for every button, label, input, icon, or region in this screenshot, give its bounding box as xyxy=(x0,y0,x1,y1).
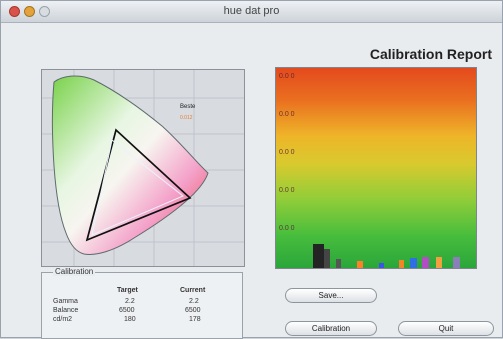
calibration-row-label: Balance xyxy=(53,307,79,314)
calibration-header-target: Target xyxy=(117,287,138,294)
bar-gray-2 xyxy=(336,259,341,268)
bar-gray-1 xyxy=(324,249,330,268)
histogram-label-1: 0.0 0 xyxy=(279,73,295,80)
bar-purple xyxy=(422,257,429,268)
diagram-legend-title: Beste xyxy=(180,104,196,110)
calibration-row-label: Gamma xyxy=(53,298,78,305)
histogram-bars xyxy=(313,244,460,268)
calibration-row-current: 178 xyxy=(189,316,201,323)
calibration-row-target: 180 xyxy=(124,316,136,323)
calibration-header-current: Current xyxy=(180,287,206,294)
report-title: Calibration Report xyxy=(369,46,492,62)
calibration-row-target: 2.2 xyxy=(125,298,135,305)
quit-button[interactable]: Quit xyxy=(398,321,494,336)
minimize-button[interactable] xyxy=(24,6,35,17)
bar-black xyxy=(313,244,324,268)
histogram-label-5: 0.0 0 xyxy=(279,225,295,232)
bar-orange-1 xyxy=(357,261,363,268)
histogram-label-2: 0.0 0 xyxy=(279,111,295,118)
calibration-row-target: 6500 xyxy=(119,307,135,314)
bar-orange-2 xyxy=(399,260,404,268)
bar-blue-1 xyxy=(379,263,384,268)
window-title: hue dat pro xyxy=(223,5,280,17)
cie-diagram: Beste 0.012 xyxy=(41,69,245,267)
calibration-button[interactable]: Calibration xyxy=(285,321,377,336)
diagram-legend-value: 0.012 xyxy=(180,115,193,121)
bar-lavender xyxy=(453,257,460,268)
calibration-title: Calibration xyxy=(53,267,96,276)
title-bar: hue dat pro xyxy=(1,1,502,23)
calibration-row-current: 6500 xyxy=(185,307,201,314)
calibration-row-label: cd/m2 xyxy=(53,316,73,323)
close-button[interactable] xyxy=(9,6,20,17)
save-button[interactable]: Save... xyxy=(285,288,377,303)
bar-blue-2 xyxy=(410,258,417,268)
histogram-label-4: 0.0 0 xyxy=(279,187,295,194)
chromaticity-plot: Beste 0.012 xyxy=(42,70,244,266)
histogram-panel xyxy=(275,67,477,269)
histogram-label-3: 0.0 0 xyxy=(279,149,295,156)
calibration-group xyxy=(41,272,243,339)
zoom-button[interactable] xyxy=(39,6,50,17)
bar-orange-3 xyxy=(436,257,442,268)
calibration-row-current: 2.2 xyxy=(189,298,199,305)
